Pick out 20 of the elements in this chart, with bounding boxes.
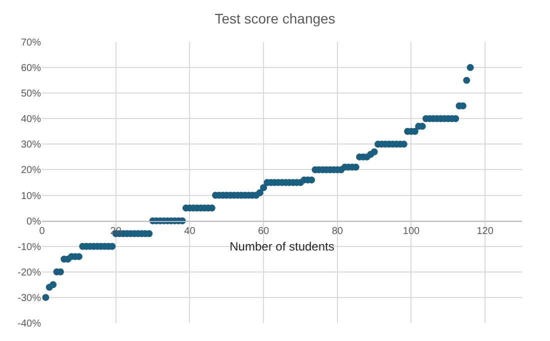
x-tick-label: 60 (258, 226, 270, 237)
x-tick-label: 0 (39, 226, 46, 237)
x-axis-title: Number of students (230, 240, 334, 254)
y-tick-label: 20% (20, 165, 42, 176)
y-tick-label: 50% (20, 88, 42, 100)
x-tick-label: 80 (332, 226, 344, 237)
chart-title: Test score changes (214, 10, 336, 26)
y-tick-label: 30% (20, 140, 42, 151)
x-tick-label: 100 (402, 226, 420, 237)
y-tick-label: -40% (18, 318, 42, 330)
x-tick-label: 40 (184, 226, 196, 237)
y-tick-label: -30% (18, 292, 42, 304)
y-tick-label: -20% (18, 267, 42, 278)
x-tick-label: 120 (476, 226, 494, 237)
y-tick-label: 10% (20, 190, 42, 202)
y-tick-label: 40% (20, 114, 42, 126)
y-tick-label: 0% (26, 216, 42, 228)
y-tick-label: 70% (20, 38, 42, 48)
y-tick-label: 60% (20, 63, 42, 74)
y-tick-label: -10% (18, 242, 42, 253)
